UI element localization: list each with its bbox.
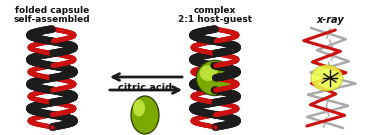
Text: complex: complex <box>194 6 236 15</box>
Text: 2:1 host-guest: 2:1 host-guest <box>178 15 252 24</box>
Text: self-assembled: self-assembled <box>14 15 90 24</box>
Ellipse shape <box>131 96 159 134</box>
Text: x-ray: x-ray <box>316 15 344 25</box>
Ellipse shape <box>200 65 217 81</box>
Ellipse shape <box>133 99 145 117</box>
Ellipse shape <box>196 60 234 96</box>
Text: citric acid: citric acid <box>118 83 172 93</box>
Ellipse shape <box>311 65 343 91</box>
Text: folded capsule: folded capsule <box>15 6 89 15</box>
